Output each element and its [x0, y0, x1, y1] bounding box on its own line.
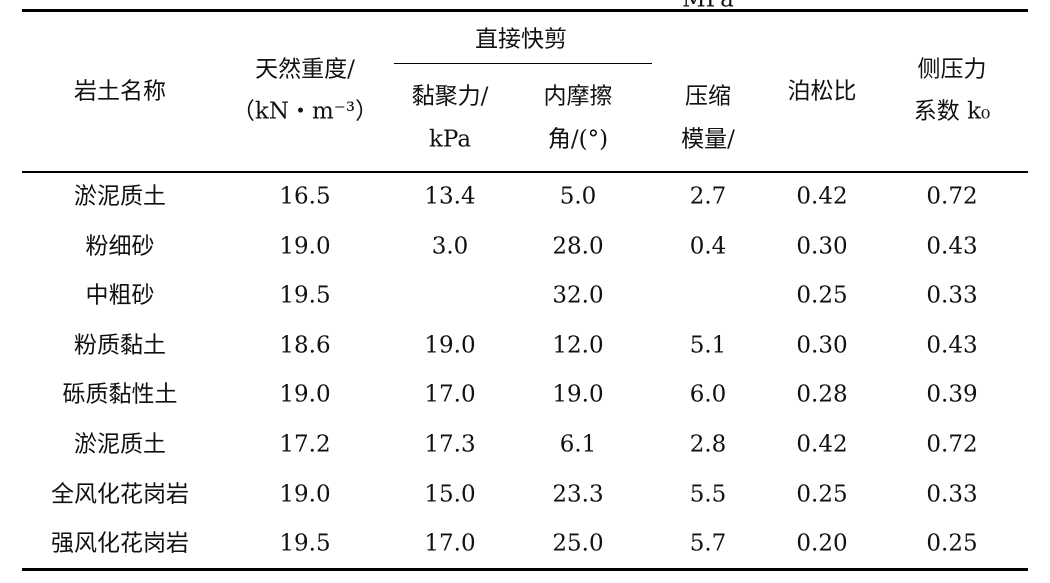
cell: 12.0 [552, 332, 604, 359]
cell: 0.25 [796, 481, 848, 508]
cell: 0.25 [926, 530, 978, 557]
row-label: 粉质黏土 [74, 332, 166, 359]
cell: 5.7 [689, 530, 727, 557]
cell: 5.0 [559, 183, 597, 210]
cell: 19.0 [279, 381, 331, 408]
cell: 2.7 [689, 183, 727, 210]
cell: 3.0 [431, 233, 469, 260]
cell: 0.20 [796, 530, 848, 557]
column-header: 角/(°) [547, 126, 609, 153]
cell: 0.43 [926, 332, 978, 359]
cell: 2.8 [689, 431, 727, 458]
cell: 18.6 [279, 332, 331, 359]
cell: 19.0 [279, 233, 331, 260]
row-label: 强风化花岗岩 [51, 530, 189, 557]
cell: 15.0 [424, 481, 476, 508]
row-label: 砾质黏性土 [62, 381, 178, 408]
cell: 32.0 [552, 282, 604, 309]
group-rule [394, 63, 652, 64]
cell: 0.33 [926, 481, 978, 508]
column-header: 内摩擦 [543, 83, 613, 110]
cell: 19.5 [279, 530, 331, 557]
column-header: MPa [682, 0, 734, 12]
cell: 0.30 [796, 332, 848, 359]
cell: 17.2 [279, 431, 331, 458]
bottom-rule [22, 568, 1028, 571]
column-header: 系数 k₀ [913, 98, 991, 125]
column-header: kPa [428, 126, 472, 153]
cell: 19.0 [552, 381, 604, 408]
cell: 0.30 [796, 233, 848, 260]
cell: 0.33 [926, 282, 978, 309]
cell: 0.4 [689, 233, 727, 260]
cell: 0.72 [926, 183, 978, 210]
cell: 17.0 [424, 381, 476, 408]
column-header: 模量/ [681, 126, 735, 153]
row-label: 淤泥质土 [74, 431, 166, 458]
cell: 23.3 [552, 481, 604, 508]
column-header: 压缩 [685, 83, 731, 110]
cell: 5.5 [689, 481, 727, 508]
row-label: 粉细砂 [85, 233, 155, 260]
row-label: 淤泥质土 [74, 183, 166, 210]
group-header: 直接快剪 [475, 26, 567, 53]
column-header: 岩土名称 [74, 78, 166, 105]
cell: 0.42 [796, 183, 848, 210]
cell: 13.4 [424, 183, 476, 210]
cell: 0.42 [796, 431, 848, 458]
cell: 0.28 [796, 381, 848, 408]
column-header: 天然重度/ [255, 56, 355, 83]
cell: 0.25 [796, 282, 848, 309]
column-header: 侧压力 [917, 56, 987, 83]
header-rule [22, 171, 1028, 173]
cell: 0.43 [926, 233, 978, 260]
row-label: 中粗砂 [85, 282, 155, 309]
cell: 0.72 [926, 431, 978, 458]
column-header: 黏聚力/ [411, 83, 489, 110]
cell: 19.0 [424, 332, 476, 359]
cell: 28.0 [552, 233, 604, 260]
cell: 17.3 [424, 431, 476, 458]
top-rule [22, 9, 1028, 12]
cell: 16.5 [279, 183, 331, 210]
column-header: 泊松比 [787, 78, 857, 105]
row-label: 全风化花岗岩 [51, 481, 189, 508]
cell: 6.0 [689, 381, 727, 408]
cell: 19.0 [279, 481, 331, 508]
cell: 19.5 [279, 282, 331, 309]
cell: 0.39 [926, 381, 978, 408]
cell: 5.1 [689, 332, 727, 359]
column-header: （kN・m⁻³） [231, 98, 379, 125]
cell: 17.0 [424, 530, 476, 557]
cell: 6.1 [559, 431, 597, 458]
cell: 25.0 [552, 530, 604, 557]
